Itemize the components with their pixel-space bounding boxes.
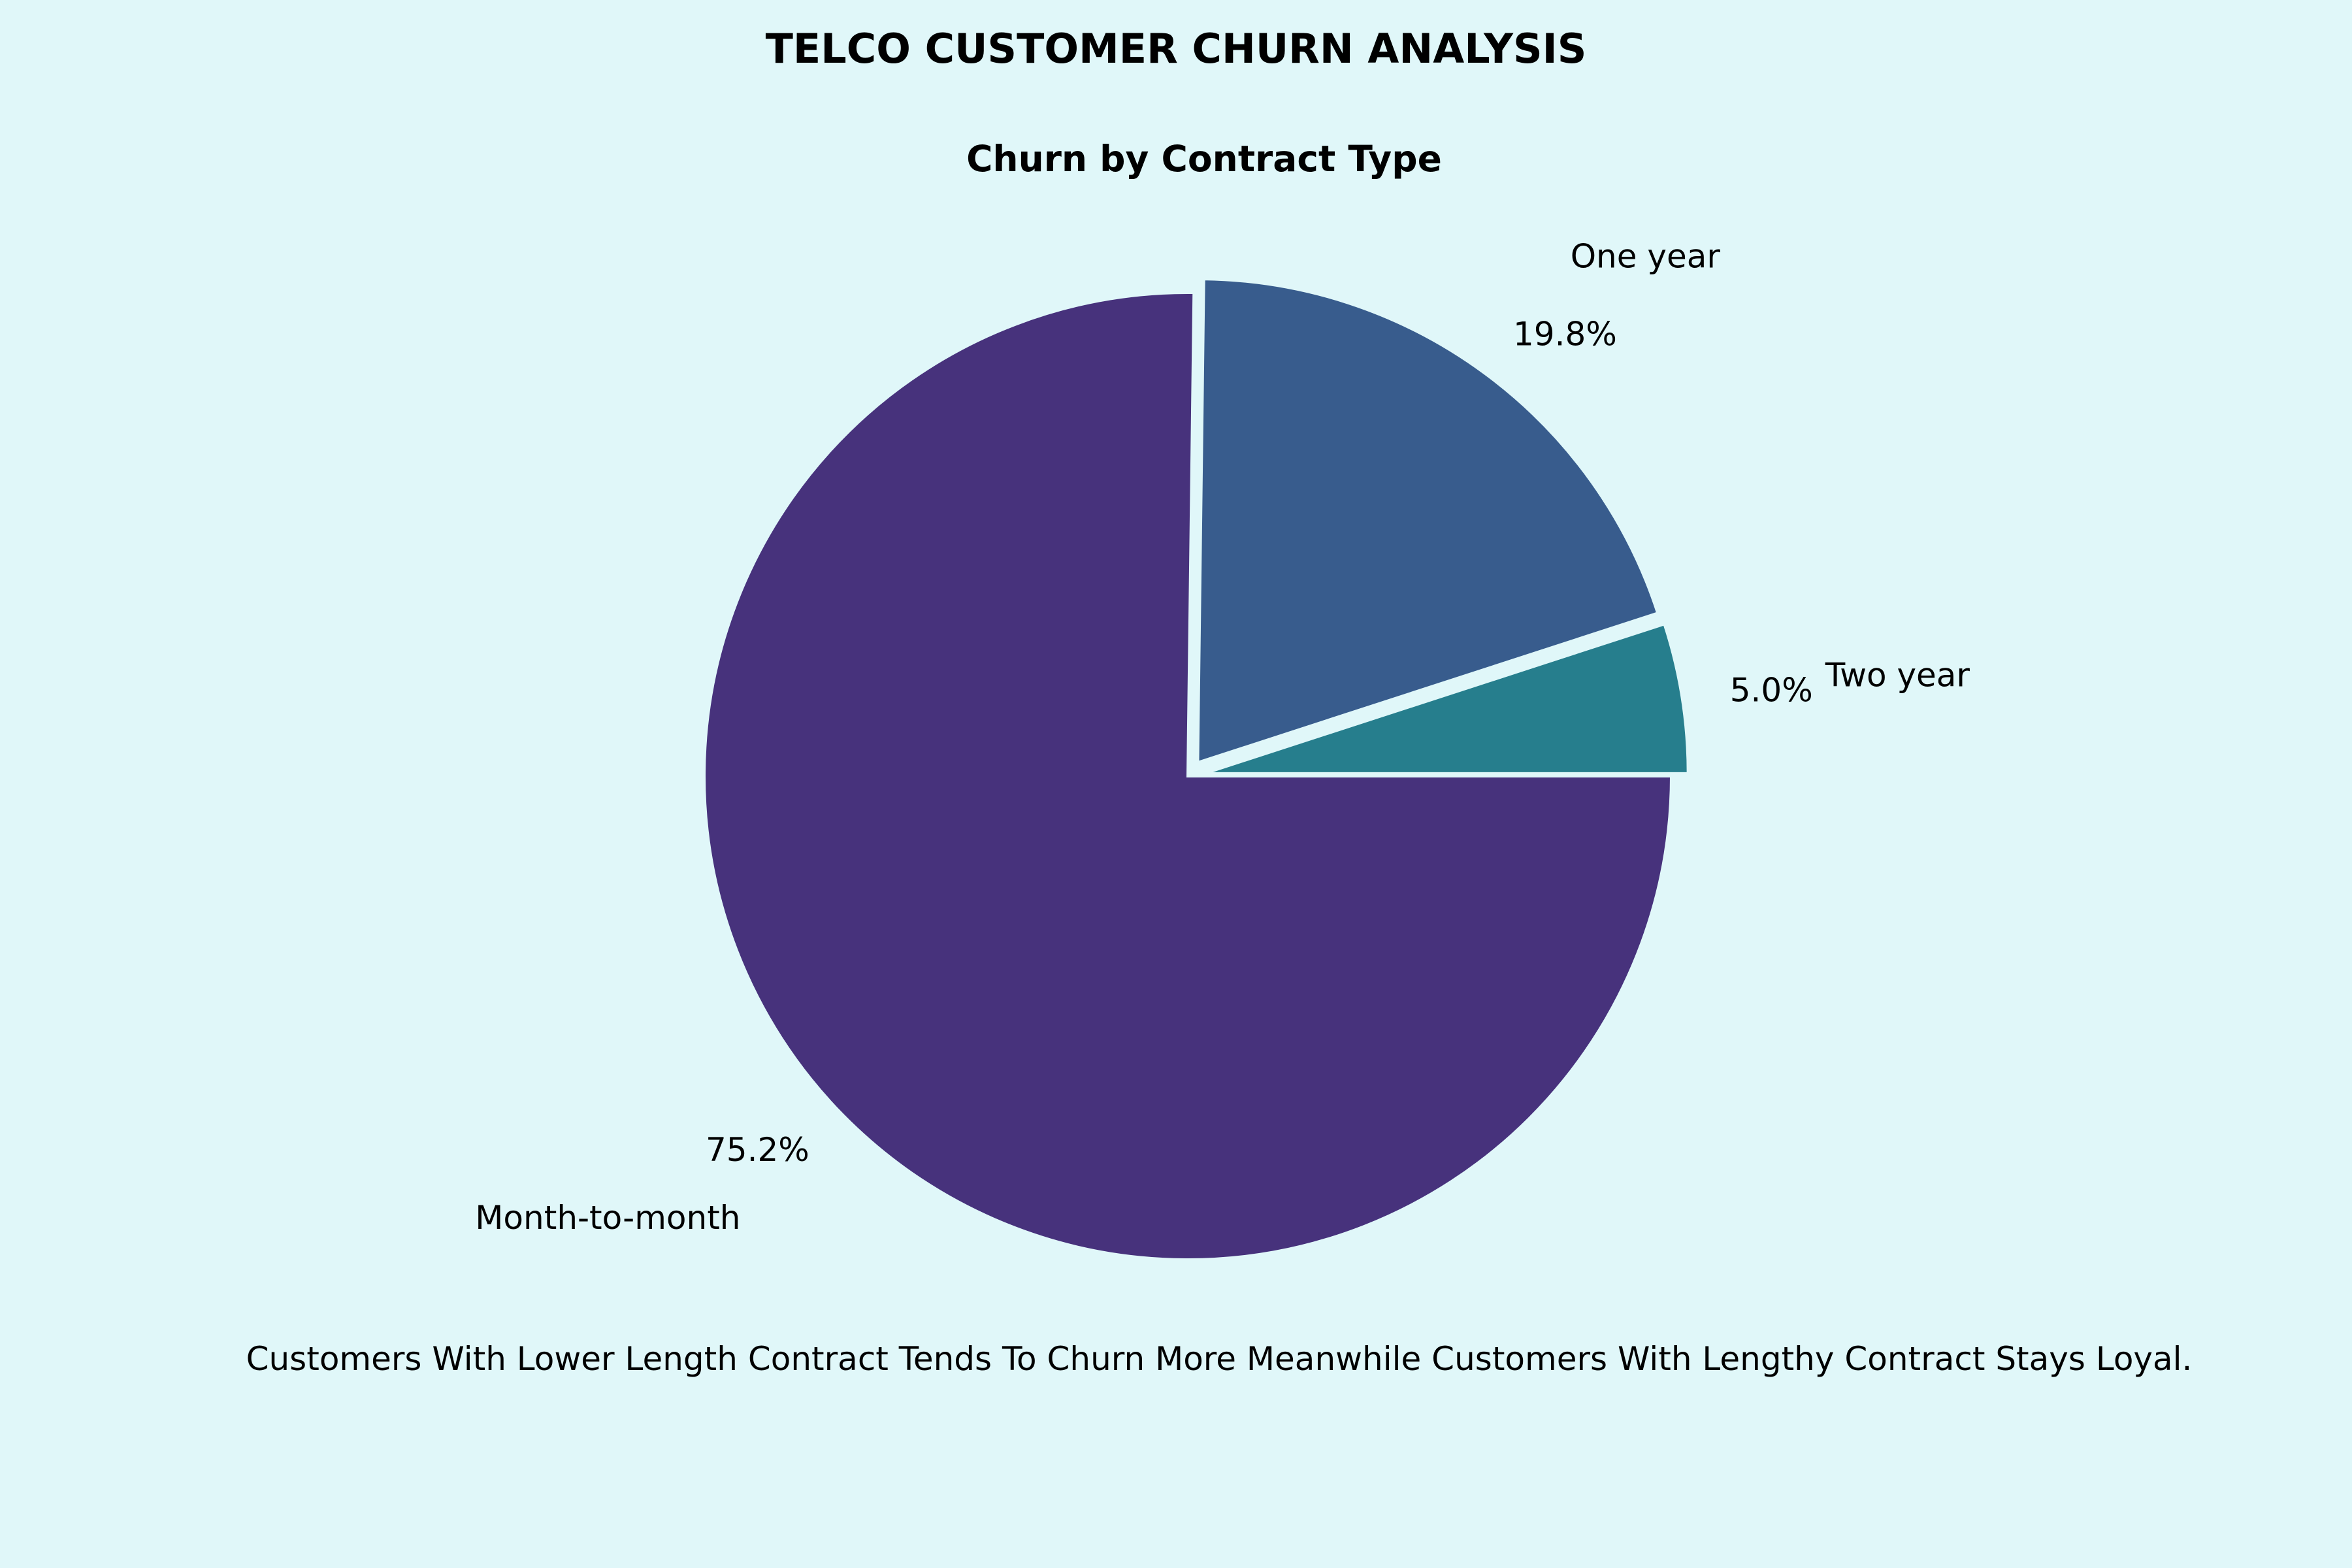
pie-labels: 75.2% Month-to-month 19.8% One year 5.0% Two … <box>475 237 1970 1237</box>
pie-category-label-two-year: Two year <box>1825 656 1970 694</box>
chart-suptitle: TELCO CUSTOMER CHURN ANALYSIS <box>766 25 1587 73</box>
pie-slices <box>703 278 1690 1261</box>
pie-slice-month-to-month <box>703 291 1673 1261</box>
pie-category-label-month-to-month: Month-to-month <box>475 1199 740 1237</box>
pie-percent-label-two-year: 5.0% <box>1730 672 1813 710</box>
pie-slice-one-year <box>1196 278 1659 764</box>
pie-percent-label-one-year: 19.8% <box>1513 316 1617 353</box>
chart-title: Churn by Contract Type <box>966 138 1442 180</box>
pie-slice-two-year <box>1204 622 1690 775</box>
pie-category-label-one-year: One year <box>1571 237 1721 275</box>
pie-percent-label-month-to-month: 75.2% <box>706 1131 809 1169</box>
chart-caption: Customers With Lower Length Contract Ten… <box>246 1340 2193 1378</box>
